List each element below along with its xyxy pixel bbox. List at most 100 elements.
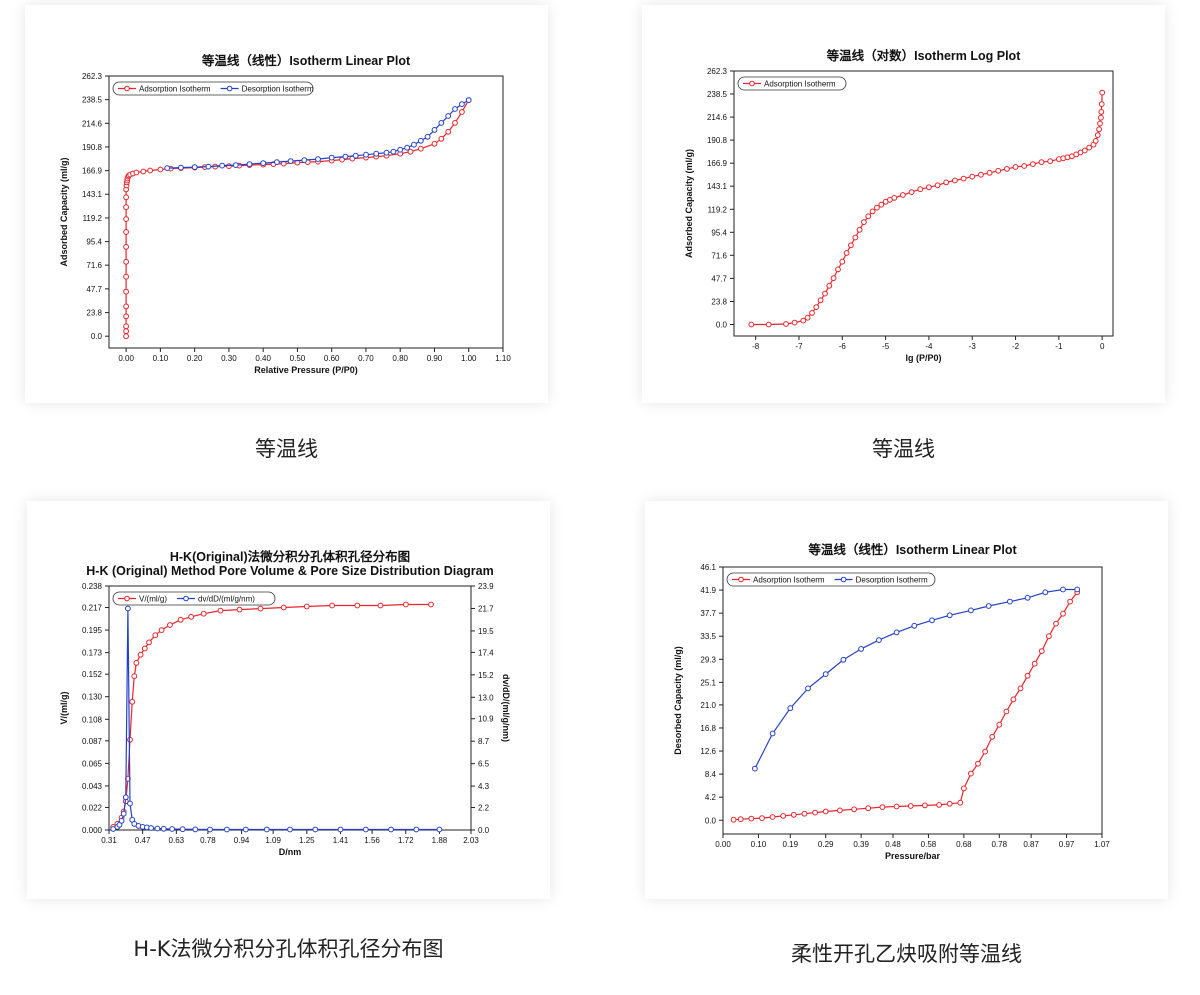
y-tick-label: 33.5 [700,632,716,641]
data-point [246,161,253,168]
data-point [133,169,140,176]
x-tick-label: 0.10 [751,840,767,849]
data-point [893,803,900,810]
data-point [900,192,906,198]
x-tick-label: 1.41 [333,836,349,845]
data-point [431,127,438,133]
data-point [837,807,843,814]
data-point [141,645,148,652]
data-point [352,152,359,159]
y2-tick-label: 0.0 [478,826,490,835]
data-point [404,144,411,151]
data-point [377,602,384,609]
data-point [1031,660,1038,667]
data-point [809,310,815,316]
y2-tick-label: 19.5 [478,627,494,636]
data-point [1060,586,1066,593]
data-point [843,250,850,256]
data-point [390,148,397,155]
data-point [287,158,294,165]
data-point [805,685,811,692]
data-point [1012,164,1019,170]
data-point [835,266,841,273]
data-point [822,671,829,678]
x-tick-label: 0.78 [991,840,1007,849]
data-point [465,97,472,103]
data-point [123,229,129,235]
data-point [363,151,369,158]
y-axis-label: Adsorbed Capacity (ml/g) [59,157,69,266]
y-tick-label: 0.0 [705,816,717,825]
data-point [260,160,267,167]
chart-title: 等温线（对数）Isotherm Log Plot [826,48,1022,63]
data-point [328,154,335,161]
data-point [123,244,129,250]
y-tick-label: 71.6 [86,261,102,270]
data-point [826,282,833,289]
y-tick-label: 262.3 [82,72,103,81]
y-tick-label: 238.5 [82,96,103,105]
caption-hk-distribution: H-K法微分积分孔体积孔径分布图 [133,937,444,961]
data-point [167,622,173,628]
data-point [147,167,153,174]
y2-tick-label: 2.2 [478,804,490,813]
data-point [1098,101,1105,107]
x-tick-label: 0.31 [101,836,117,845]
data-point [127,736,133,743]
data-point [1003,708,1010,715]
x-tick-label: -1 [1055,342,1063,351]
y-axis-label: V/(ml/g) [59,691,69,724]
data-point [1098,109,1105,115]
data-point [354,602,361,609]
y-tick-label: 119.2 [708,205,728,214]
y-tick-label: 71.6 [711,251,727,260]
y2-tick-label: 10.9 [478,715,494,724]
y-tick-label: 0.087 [82,737,103,746]
data-point [858,646,865,652]
data-point [783,321,789,327]
data-point [303,603,310,610]
data-point [817,297,824,304]
data-point [1094,132,1101,139]
data-point [848,242,854,249]
data-point [160,825,167,832]
data-point [207,826,213,833]
data-point [1092,138,1099,144]
x-tick-label: 0.00 [118,354,134,363]
y2-tick-label: 21.7 [478,604,494,613]
y2-tick-label: 4.3 [478,782,490,791]
y-tick-label: 37.7 [700,609,716,618]
y-tick-label: 41.9 [700,586,716,595]
data-point [154,825,161,832]
data-point [152,632,159,639]
y-tick-label: 23.8 [86,309,102,318]
data-point [413,826,420,833]
legend-entry-label: dv/dD/(ml/g/nm) [198,595,255,604]
data-point [1038,648,1045,655]
data-point [123,313,129,320]
data-point [769,814,776,820]
chart-subtitle: H-K (Original) Method Pore Volume & Pore… [86,564,493,578]
x-tick-label: -2 [1012,342,1020,351]
data-point [224,826,230,833]
x-tick-label: 0.47 [135,836,151,845]
data-point [922,802,928,809]
chart-card-acetylene-isotherm: 等温线（线性）Isotherm Linear Plot 0.00 0.10 0.19 0… [645,501,1168,899]
data-point [878,201,885,208]
y-tick-label: 23.8 [711,297,727,306]
y2-tick-label: 8.7 [478,737,490,746]
data-point [1038,159,1045,166]
data-point [131,673,138,680]
data-point [1021,163,1028,169]
data-point [996,721,1003,728]
data-point [397,146,404,153]
data-point [968,607,974,614]
data-point [765,321,772,328]
data-point [1099,89,1106,96]
x-tick-label: 0.29 [818,840,834,849]
plot-area-frame [108,75,504,349]
data-point [452,120,458,126]
data-point [164,165,171,172]
x-tick-label: 1.72 [398,836,414,845]
